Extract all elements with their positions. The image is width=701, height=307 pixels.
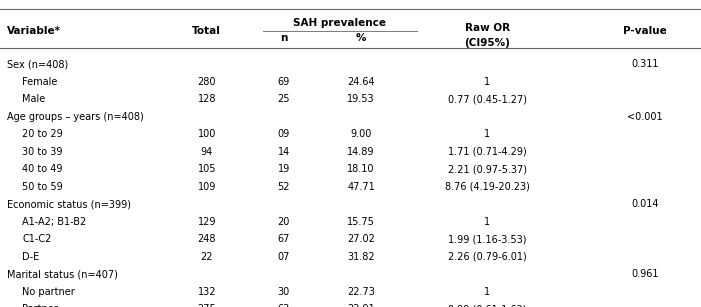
Text: 22.73: 22.73 xyxy=(347,287,375,297)
Text: 275: 275 xyxy=(198,305,216,307)
Text: Economic status (n=399): Economic status (n=399) xyxy=(7,200,131,209)
Text: %: % xyxy=(356,33,366,43)
Text: Total: Total xyxy=(192,26,222,36)
Text: 0.99 (0.61-1.63): 0.99 (0.61-1.63) xyxy=(448,305,526,307)
Text: 8.76 (4.19-20.23): 8.76 (4.19-20.23) xyxy=(444,182,530,192)
Text: 1.71 (0.71-4.29): 1.71 (0.71-4.29) xyxy=(448,147,526,157)
Text: 1.99 (1.16-3.53): 1.99 (1.16-3.53) xyxy=(448,235,526,244)
Text: 52: 52 xyxy=(278,182,290,192)
Text: P-value: P-value xyxy=(623,26,667,36)
Text: Partner: Partner xyxy=(22,305,58,307)
Text: 30 to 39: 30 to 39 xyxy=(22,147,63,157)
Text: Sex (n=408): Sex (n=408) xyxy=(7,60,68,69)
Text: 0.014: 0.014 xyxy=(631,200,659,209)
Text: C1-C2: C1-C2 xyxy=(22,235,52,244)
Text: 20: 20 xyxy=(278,217,290,227)
Text: 128: 128 xyxy=(198,95,216,104)
Text: 27.02: 27.02 xyxy=(347,235,375,244)
Text: 30: 30 xyxy=(278,287,290,297)
Text: Female: Female xyxy=(22,77,57,87)
Text: 14.89: 14.89 xyxy=(347,147,375,157)
Text: 2.26 (0.79-6.01): 2.26 (0.79-6.01) xyxy=(448,252,526,262)
Text: 100: 100 xyxy=(198,130,216,139)
Text: 105: 105 xyxy=(198,165,216,174)
Text: 1: 1 xyxy=(484,287,490,297)
Text: 0.77 (0.45-1.27): 0.77 (0.45-1.27) xyxy=(448,95,526,104)
Text: Age groups – years (n=408): Age groups – years (n=408) xyxy=(7,112,144,122)
Text: 1: 1 xyxy=(484,217,490,227)
Text: 09: 09 xyxy=(278,130,290,139)
Text: 25: 25 xyxy=(278,95,290,104)
Text: 132: 132 xyxy=(198,287,216,297)
Text: 0.311: 0.311 xyxy=(631,60,659,69)
Text: D-E: D-E xyxy=(22,252,40,262)
Text: 19.53: 19.53 xyxy=(347,95,375,104)
Text: SAH prevalence: SAH prevalence xyxy=(294,18,386,28)
Text: 24.64: 24.64 xyxy=(347,77,375,87)
Text: 280: 280 xyxy=(198,77,216,87)
Text: (CI95%): (CI95%) xyxy=(464,38,510,48)
Text: No partner: No partner xyxy=(22,287,75,297)
Text: 14: 14 xyxy=(278,147,290,157)
Text: 1: 1 xyxy=(484,130,490,139)
Text: Male: Male xyxy=(22,95,46,104)
Text: 129: 129 xyxy=(198,217,216,227)
Text: 9.00: 9.00 xyxy=(350,130,372,139)
Text: 69: 69 xyxy=(278,77,290,87)
Text: 67: 67 xyxy=(278,235,290,244)
Text: Marital status (n=407): Marital status (n=407) xyxy=(7,270,118,279)
Text: 109: 109 xyxy=(198,182,216,192)
Text: 248: 248 xyxy=(198,235,216,244)
Text: 63: 63 xyxy=(278,305,290,307)
Text: 1: 1 xyxy=(484,77,490,87)
Text: 50 to 59: 50 to 59 xyxy=(22,182,63,192)
Text: Raw OR: Raw OR xyxy=(465,23,510,33)
Text: 2.21 (0.97-5.37): 2.21 (0.97-5.37) xyxy=(448,165,526,174)
Text: 47.71: 47.71 xyxy=(347,182,375,192)
Text: 40 to 49: 40 to 49 xyxy=(22,165,63,174)
Text: n: n xyxy=(280,33,287,43)
Text: 18.10: 18.10 xyxy=(347,165,375,174)
Text: 15.75: 15.75 xyxy=(347,217,375,227)
Text: 19: 19 xyxy=(278,165,290,174)
Text: <0.001: <0.001 xyxy=(627,112,662,122)
Text: 0.961: 0.961 xyxy=(631,270,659,279)
Text: 22.91: 22.91 xyxy=(347,305,375,307)
Text: A1-A2; B1-B2: A1-A2; B1-B2 xyxy=(22,217,87,227)
Text: 07: 07 xyxy=(278,252,290,262)
Text: 94: 94 xyxy=(200,147,213,157)
Text: 20 to 29: 20 to 29 xyxy=(22,130,63,139)
Text: Variable*: Variable* xyxy=(7,26,61,36)
Text: 22: 22 xyxy=(200,252,213,262)
Text: 31.82: 31.82 xyxy=(347,252,375,262)
